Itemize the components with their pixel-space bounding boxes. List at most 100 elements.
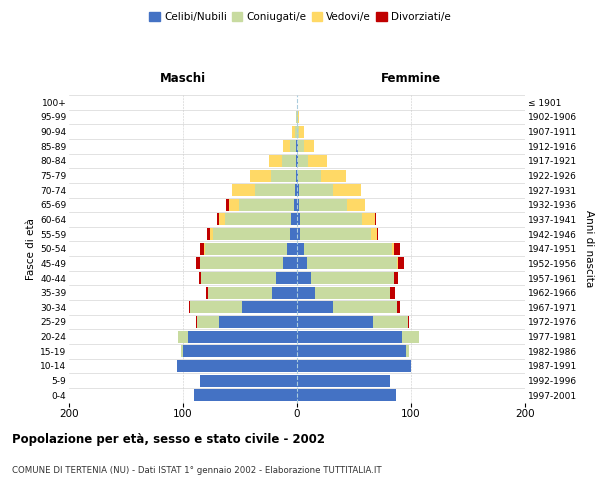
Y-axis label: Fasce di età: Fasce di età <box>26 218 36 280</box>
Bar <box>232 184 255 196</box>
Bar <box>295 126 297 138</box>
Bar <box>297 272 311 284</box>
Bar <box>290 140 296 152</box>
Bar <box>229 199 239 211</box>
Bar <box>297 330 402 342</box>
Text: Popolazione per età, sesso e stato civile - 2002: Popolazione per età, sesso e stato civil… <box>12 432 325 446</box>
Bar <box>200 242 203 255</box>
Bar <box>190 302 242 314</box>
Bar <box>183 345 297 358</box>
Bar <box>205 242 287 255</box>
Bar <box>188 302 190 314</box>
Text: Maschi: Maschi <box>160 72 206 85</box>
Bar <box>181 345 183 358</box>
Bar <box>269 155 282 167</box>
Bar <box>297 258 307 270</box>
Bar <box>301 228 371 240</box>
Bar <box>299 199 347 211</box>
Bar <box>321 170 346 181</box>
Bar <box>397 258 398 270</box>
Bar <box>394 242 400 255</box>
Bar <box>298 170 321 181</box>
Bar <box>208 286 272 298</box>
Legend: Celibi/Nubili, Coniugati/e, Vedovi/e, Divorziati/e: Celibi/Nubili, Coniugati/e, Vedovi/e, Di… <box>145 8 455 26</box>
Y-axis label: Anni di nascita: Anni di nascita <box>584 210 594 288</box>
Bar <box>297 126 299 138</box>
Bar <box>250 170 271 181</box>
Bar <box>398 258 404 270</box>
Bar <box>206 286 208 298</box>
Bar <box>296 155 297 167</box>
Bar <box>217 214 220 226</box>
Bar <box>201 272 277 284</box>
Bar <box>299 184 334 196</box>
Bar <box>297 140 298 152</box>
Bar <box>296 170 297 181</box>
Bar <box>196 258 200 270</box>
Bar <box>220 316 297 328</box>
Bar <box>297 360 411 372</box>
Bar <box>362 214 374 226</box>
Bar <box>304 242 392 255</box>
Bar <box>287 242 297 255</box>
Bar <box>373 316 407 328</box>
Bar <box>295 184 297 196</box>
Bar <box>293 199 297 211</box>
Bar <box>178 360 297 372</box>
Bar <box>315 286 391 298</box>
Bar <box>225 214 292 226</box>
Bar <box>282 155 296 167</box>
Bar <box>283 140 290 152</box>
Bar <box>211 228 212 240</box>
Bar <box>277 272 297 284</box>
Bar <box>255 184 295 196</box>
Bar <box>297 111 298 123</box>
Bar <box>283 258 297 270</box>
Bar <box>397 302 400 314</box>
Bar <box>392 242 394 255</box>
Bar <box>196 316 197 328</box>
Bar <box>334 184 361 196</box>
Bar <box>297 184 299 196</box>
Bar <box>377 228 378 240</box>
Bar <box>297 170 298 181</box>
Bar <box>297 214 301 226</box>
Bar <box>194 389 297 401</box>
Bar <box>242 302 297 314</box>
Bar <box>304 140 314 152</box>
Bar <box>197 316 220 328</box>
Bar <box>297 199 299 211</box>
Text: Femmine: Femmine <box>381 72 441 85</box>
Bar <box>226 199 229 211</box>
Bar <box>203 242 205 255</box>
Bar <box>297 286 315 298</box>
Bar <box>347 199 365 211</box>
Bar <box>307 258 397 270</box>
Bar <box>292 214 297 226</box>
Bar <box>394 272 398 284</box>
Bar <box>239 199 293 211</box>
Bar <box>299 126 304 138</box>
Bar <box>308 155 326 167</box>
Bar <box>178 330 188 342</box>
Bar <box>200 374 297 386</box>
Bar <box>334 302 397 314</box>
Bar <box>402 330 419 342</box>
Bar <box>220 214 225 226</box>
Bar <box>290 228 297 240</box>
Bar <box>391 286 395 298</box>
Bar <box>271 170 296 181</box>
Bar <box>301 214 362 226</box>
Bar <box>311 272 394 284</box>
Bar <box>297 228 301 240</box>
Bar <box>406 345 409 358</box>
Bar <box>297 316 373 328</box>
Bar <box>297 389 396 401</box>
Bar <box>296 140 297 152</box>
Bar <box>298 155 308 167</box>
Bar <box>371 228 377 240</box>
Bar <box>297 302 334 314</box>
Bar <box>207 228 211 240</box>
Bar <box>200 258 283 270</box>
Bar <box>188 330 297 342</box>
